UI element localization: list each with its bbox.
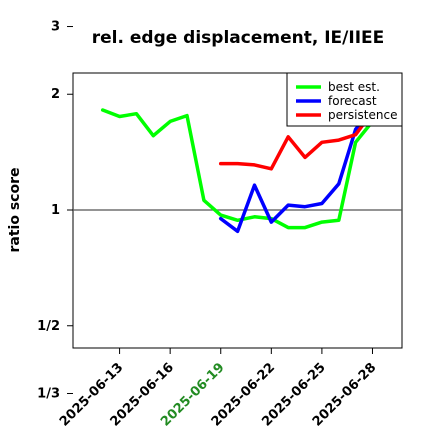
y-axis-label: ratio score (7, 168, 23, 253)
series-line-forecast (218, 106, 375, 234)
plot-area: 1/31/21232025-06-132025-06-162025-06-192… (37, 20, 403, 430)
y-tick-label: 1/2 (37, 319, 60, 334)
series-line-persistence (218, 110, 375, 171)
y-tick-label: 3 (51, 20, 60, 35)
chart-title: rel. edge displacement, IE/IIEE (92, 28, 385, 48)
y-tick-label: 1 (51, 203, 60, 218)
legend-label: best est. (328, 80, 380, 94)
y-tick-label: 2 (51, 87, 60, 102)
legend-label: persistence (328, 108, 397, 122)
y-tick-label: 1/3 (37, 386, 60, 401)
legend-label: forecast (328, 94, 377, 108)
series-line-best-est- (100, 108, 375, 230)
